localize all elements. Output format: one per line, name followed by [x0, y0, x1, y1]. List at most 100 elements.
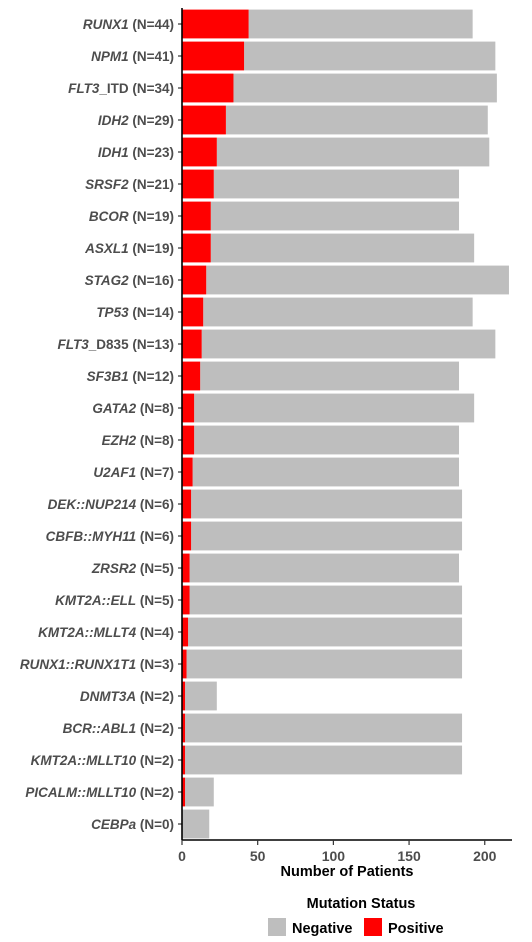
- legend-key-positive: [364, 918, 382, 936]
- bar-negative: [191, 521, 463, 551]
- bar-positive: [182, 585, 190, 615]
- bar-negative: [200, 361, 460, 391]
- bar-negative: [248, 9, 473, 39]
- category-count: (N=29): [129, 113, 174, 128]
- bar-negative: [213, 169, 460, 199]
- category-gene: DNMT3A: [80, 689, 136, 704]
- category-gene: RUNX1: [83, 17, 129, 32]
- category-count: (N=3): [136, 657, 174, 672]
- bar-positive: [182, 105, 226, 135]
- bar-negative: [244, 41, 496, 71]
- bar-positive: [182, 457, 193, 487]
- category-gene: ASXL1: [84, 241, 129, 256]
- category-label: SRSF2 (N=21): [85, 177, 174, 192]
- bar-negative: [194, 425, 460, 455]
- category-count: (N=8): [136, 401, 174, 416]
- category-label: PICALM::MLLT10 (N=2): [25, 785, 174, 800]
- bar-negative: [206, 265, 509, 295]
- legend-key-negative: [268, 918, 286, 936]
- category-count: (N=12): [129, 369, 174, 384]
- x-axis-ticks: 0 50 100 150 200: [178, 840, 497, 864]
- bar-negative: [185, 681, 217, 711]
- category-label: FLT3_D835 (N=13): [58, 337, 174, 352]
- category-gene: GATA2: [92, 401, 136, 416]
- category-label: CEBPa (N=0): [91, 817, 174, 832]
- category-gene: CBFB::MYH11: [46, 529, 137, 544]
- legend-title: Mutation Status: [307, 896, 416, 912]
- bar-negative: [186, 649, 463, 679]
- category-gene: NPM1: [91, 49, 129, 64]
- category-gene: RUNX1::RUNX1T1: [20, 657, 136, 672]
- category-label: EZH2 (N=8): [102, 433, 174, 448]
- category-gene: PICALM::MLLT10: [25, 785, 136, 800]
- category-label: TP53 (N=14): [96, 305, 174, 320]
- legend-label-positive: Positive: [388, 921, 444, 937]
- category-label: KMT2A::MLLT4 (N=4): [38, 625, 174, 640]
- category-label: KMT2A::MLLT10 (N=2): [31, 753, 174, 768]
- bar-positive: [182, 329, 202, 359]
- category-gene: EZH2: [102, 433, 137, 448]
- legend: Mutation Status Negative Positive: [268, 896, 444, 937]
- category-label: ZRSR2 (N=5): [91, 561, 174, 576]
- legend-items: Negative Positive: [268, 918, 444, 937]
- category-label: BCR::ABL1 (N=2): [63, 721, 174, 736]
- bar-negative: [210, 201, 460, 231]
- bars-group: [182, 9, 509, 839]
- category-gene: U2AF1: [93, 465, 136, 480]
- category-label: ASXL1 (N=19): [84, 241, 174, 256]
- category-count: (N=6): [136, 497, 174, 512]
- bar-positive: [182, 265, 207, 295]
- category-suffix: _D835: [88, 337, 129, 352]
- bar-positive: [182, 169, 214, 199]
- bar-positive: [182, 233, 211, 263]
- category-label: BCOR (N=19): [89, 209, 174, 224]
- bar-negative: [192, 457, 460, 487]
- category-gene: KMT2A::ELL: [55, 593, 136, 608]
- category-label: STAG2 (N=16): [85, 273, 174, 288]
- bar-negative: [203, 297, 473, 327]
- bar-positive: [182, 681, 186, 711]
- x-axis-title: Number of Patients: [281, 864, 414, 880]
- category-count: (N=5): [136, 561, 174, 576]
- bar-positive: [182, 297, 204, 327]
- bar-positive: [182, 41, 245, 71]
- category-gene: DEK::NUP214: [48, 497, 137, 512]
- category-count: (N=7): [136, 465, 174, 480]
- bar-positive: [182, 393, 195, 423]
- x-tick-label: 200: [473, 848, 497, 864]
- category-gene: KMT2A::MLLT10: [31, 753, 137, 768]
- bar-positive: [182, 73, 234, 103]
- category-gene: KMT2A::MLLT4: [38, 625, 136, 640]
- category-label: GATA2 (N=8): [92, 401, 174, 416]
- bar-positive: [182, 745, 186, 775]
- bar-negative: [191, 489, 463, 519]
- bar-negative: [185, 745, 463, 775]
- category-gene: IDH1: [98, 145, 129, 160]
- category-count: (N=16): [129, 273, 174, 288]
- bar-positive: [182, 713, 186, 743]
- bar-negative: [216, 137, 490, 167]
- x-tick-label: 0: [178, 848, 186, 864]
- category-label: CBFB::MYH11 (N=6): [46, 529, 174, 544]
- category-label: NPM1 (N=41): [91, 49, 174, 64]
- bar-negative: [185, 777, 214, 807]
- bar-positive: [182, 553, 190, 583]
- category-count: (N=2): [136, 785, 174, 800]
- category-count: (N=2): [136, 689, 174, 704]
- category-gene: ZRSR2: [91, 561, 137, 576]
- category-gene: STAG2: [85, 273, 129, 288]
- bar-positive: [182, 9, 249, 39]
- category-label: SF3B1 (N=12): [87, 369, 174, 384]
- category-label: DNMT3A (N=2): [80, 689, 174, 704]
- bar-positive: [182, 489, 192, 519]
- category-labels: RUNX1 (N=44)NPM1 (N=41)FLT3_ITD (N=34)ID…: [20, 17, 182, 832]
- bar-negative: [185, 713, 463, 743]
- category-count: (N=34): [129, 81, 174, 96]
- category-count: (N=2): [136, 721, 174, 736]
- bar-negative: [182, 809, 210, 839]
- category-label: U2AF1 (N=7): [93, 465, 174, 480]
- category-count: (N=23): [129, 145, 174, 160]
- category-count: (N=19): [129, 209, 174, 224]
- bar-positive: [182, 361, 201, 391]
